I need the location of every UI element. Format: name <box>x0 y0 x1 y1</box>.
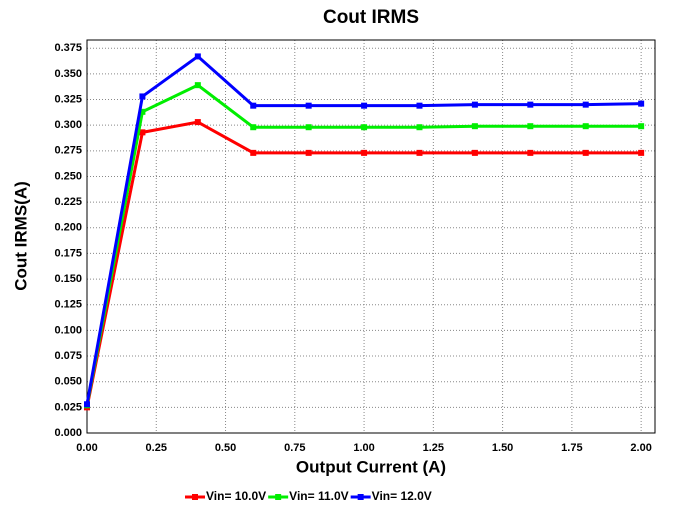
point-marker <box>139 108 146 115</box>
x-tick-label: 1.25 <box>423 442 444 454</box>
x-tick-label: 0.00 <box>76 442 97 454</box>
point-marker <box>471 149 478 156</box>
point-marker <box>194 82 201 89</box>
point-marker <box>84 401 90 408</box>
x-tick-label: 1.50 <box>492 442 513 454</box>
point-marker <box>361 149 368 156</box>
point-marker <box>305 149 312 156</box>
point-marker <box>527 123 534 130</box>
x-tick-label: 1.00 <box>353 442 374 454</box>
y-tick-label: 0.350 <box>54 68 82 80</box>
point-marker <box>194 53 201 60</box>
y-axis-label: Cout IRMS(A) <box>11 181 30 291</box>
point-marker <box>250 149 257 156</box>
point-marker <box>250 102 257 109</box>
plot-frame <box>86 39 656 434</box>
y-tick-label: 0.000 <box>54 427 82 439</box>
y-tick-label: 0.175 <box>54 247 82 259</box>
x-axis-label: Output Current (A) <box>296 457 446 476</box>
y-tick-label: 0.225 <box>54 196 82 208</box>
point-marker <box>638 123 645 130</box>
x-tick-label: 0.25 <box>146 442 167 454</box>
point-marker <box>527 149 534 156</box>
chart-title: Cout IRMS <box>323 7 419 28</box>
point-marker <box>416 149 423 156</box>
y-tick-label: 0.325 <box>54 93 82 105</box>
x-tick-label: 1.75 <box>561 442 582 454</box>
legend-label: Vin= 11.0V <box>289 489 349 503</box>
point-marker <box>139 129 146 136</box>
point-marker <box>416 124 423 131</box>
legend-marker <box>192 494 198 500</box>
y-tick-label: 0.250 <box>54 170 82 182</box>
point-marker <box>471 101 478 108</box>
point-marker <box>194 119 201 126</box>
point-marker <box>582 101 589 108</box>
point-marker <box>471 123 478 130</box>
point-marker <box>582 149 589 156</box>
point-marker <box>139 93 146 100</box>
y-tick-label: 0.300 <box>54 119 82 131</box>
x-tick-label: 2.00 <box>630 442 651 454</box>
y-tick-label: 0.075 <box>54 350 82 362</box>
legend-label: Vin= 12.0V <box>372 489 432 503</box>
y-tick-label: 0.200 <box>54 222 82 234</box>
x-tick-label: 0.50 <box>215 442 236 454</box>
point-marker <box>250 124 257 131</box>
point-marker <box>638 100 645 107</box>
point-marker <box>638 149 645 156</box>
y-tick-label: 0.125 <box>54 299 82 311</box>
y-tick-label: 0.050 <box>54 376 82 388</box>
legend-marker <box>275 494 282 500</box>
y-tick-label: 0.375 <box>54 42 82 54</box>
y-tick-label: 0.150 <box>54 273 82 285</box>
y-tick-label: 0.275 <box>54 145 82 157</box>
point-marker <box>416 102 423 109</box>
legend-marker <box>357 494 364 500</box>
point-marker <box>361 124 368 131</box>
point-marker <box>305 124 312 131</box>
x-tick-label: 0.75 <box>284 442 305 454</box>
point-marker <box>305 102 312 109</box>
point-marker <box>361 102 368 109</box>
legend-label: Vin= 10.0V <box>206 489 266 503</box>
y-tick-label: 0.025 <box>54 401 82 413</box>
y-tick-label: 0.100 <box>54 324 82 336</box>
point-marker <box>527 101 534 108</box>
point-marker <box>582 123 589 130</box>
